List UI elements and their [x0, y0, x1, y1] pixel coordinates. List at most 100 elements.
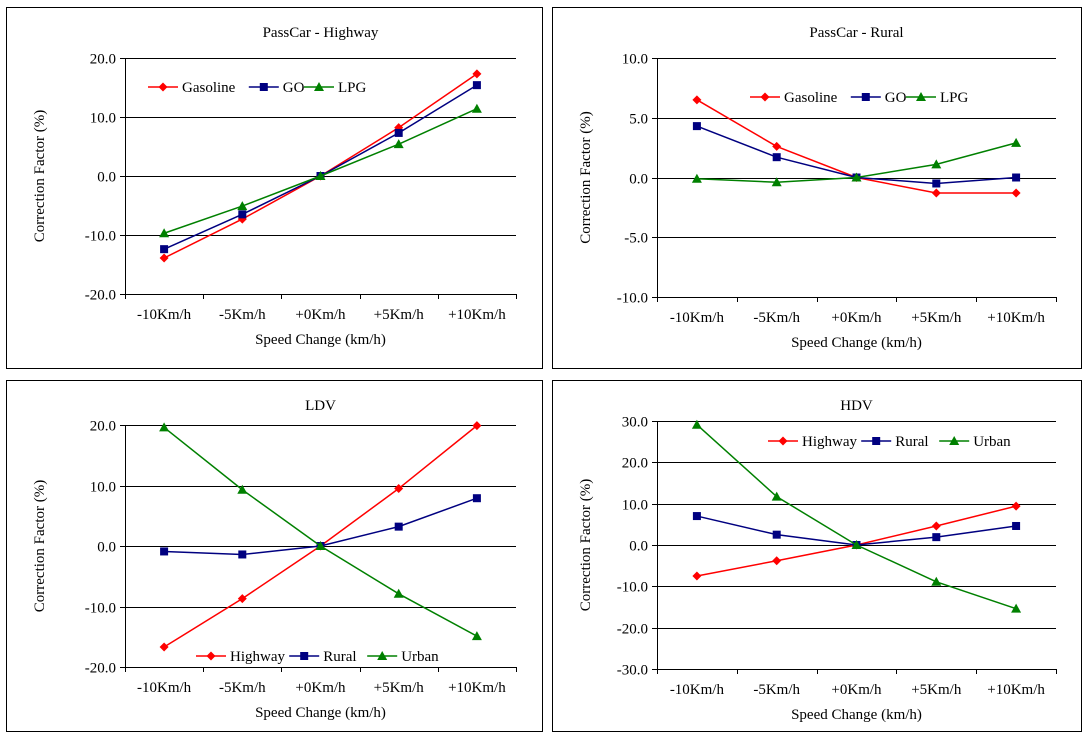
x-tick-label: -5Km/h	[753, 310, 800, 326]
y-axis-label: Correction Factor (%)	[578, 111, 594, 243]
data-point-gasoline	[159, 253, 169, 263]
y-tick-label: -30.0	[617, 663, 648, 679]
y-axis-label: Correction Factor (%)	[32, 110, 48, 242]
chart-title: HDV	[840, 398, 873, 414]
x-tick-label: -10Km/h	[137, 307, 192, 323]
y-tick-label: 10.0	[622, 498, 648, 514]
data-point-highway	[772, 556, 782, 566]
y-tick-label: 5.0	[629, 112, 648, 128]
legend-marker	[206, 651, 216, 661]
data-point-lpg	[159, 228, 170, 238]
legend-label: Urban	[401, 649, 439, 665]
data-point-lpg	[393, 139, 404, 149]
y-tick-label: 30.0	[622, 415, 648, 431]
x-tick-label: +5Km/h	[374, 680, 425, 696]
legend-marker	[872, 437, 881, 445]
legend-marker	[314, 82, 324, 91]
x-tick-label: -10Km/h	[137, 680, 192, 696]
data-point-rural	[472, 494, 481, 503]
y-tick-label: 0.0	[97, 170, 116, 186]
x-tick-label: +10Km/h	[987, 310, 1045, 326]
data-point-gasoline	[772, 141, 782, 151]
data-point-go	[772, 153, 781, 162]
legend-label: Gasoline	[784, 90, 838, 106]
data-point-go	[1012, 173, 1021, 182]
y-tick-label: -10.0	[85, 601, 116, 617]
x-tick-label: -5Km/h	[219, 307, 266, 323]
legend-label: LPG	[940, 90, 969, 106]
data-point-rural	[160, 547, 169, 556]
data-point-urban	[691, 419, 702, 429]
y-tick-label: -10.0	[85, 229, 116, 245]
legend-marker	[300, 652, 309, 660]
data-point-highway	[472, 421, 482, 431]
data-point-go	[394, 128, 403, 137]
y-tick-label: 20.0	[90, 52, 116, 68]
data-point-rural	[394, 522, 403, 531]
legend-marker	[949, 436, 960, 445]
x-tick-label: +5Km/h	[911, 310, 962, 326]
legend-label: Highway	[802, 434, 857, 450]
legend-marker	[259, 83, 268, 91]
x-tick-label: +0Km/h	[831, 310, 882, 326]
data-point-urban	[237, 484, 248, 494]
legend-label: Gasoline	[182, 80, 236, 96]
x-tick-label: +0Km/h	[295, 680, 346, 696]
x-axis-label: Speed Change (km/h)	[255, 332, 386, 348]
data-point-highway	[159, 642, 169, 652]
data-point-rural	[932, 533, 941, 542]
x-tick-label: +10Km/h	[987, 682, 1045, 698]
chart-panel-1: -20.0 -10.0 0.0 10.0 20.0 -10Km/h -5Km/h +0Km/h…	[6, 7, 543, 369]
chart-frame	[552, 7, 1082, 369]
y-axis-label: Correction Factor (%)	[32, 480, 48, 612]
x-tick-label: -5Km/h	[753, 682, 800, 698]
x-tick-label: -10Km/h	[670, 310, 725, 326]
data-point-lpg	[1011, 137, 1022, 147]
y-tick-label: 20.0	[90, 419, 116, 435]
y-tick-label: 20.0	[622, 456, 648, 472]
legend-marker	[158, 82, 168, 92]
y-tick-label: 10.0	[90, 480, 116, 496]
data-point-gasoline	[472, 69, 482, 79]
data-point-rural	[238, 550, 247, 559]
data-point-highway	[394, 484, 404, 494]
chart-panel-3: -20.0 -10.0 0.0 10.0 20.0 -10Km/h -5Km/h +0Km/h…	[6, 380, 543, 732]
x-tick-label: +0Km/h	[831, 682, 882, 698]
y-axis-label: Correction Factor (%)	[578, 479, 594, 611]
data-point-urban	[471, 631, 482, 641]
y-tick-label: 10.0	[90, 111, 116, 127]
x-tick-label: +10Km/h	[448, 307, 506, 323]
data-point-go	[472, 81, 481, 90]
data-point-highway	[692, 571, 702, 581]
data-point-rural	[772, 530, 781, 539]
x-tick-label: -10Km/h	[670, 682, 725, 698]
x-tick-label: +10Km/h	[448, 680, 506, 696]
chart-frame	[6, 380, 543, 732]
y-tick-label: -20.0	[85, 288, 116, 304]
y-tick-label: 0.0	[97, 540, 116, 556]
legend-marker	[760, 92, 770, 102]
data-point-gasoline	[692, 95, 702, 105]
legend-label: GO	[885, 90, 907, 106]
data-point-urban	[931, 576, 942, 586]
data-point-lpg	[691, 173, 702, 183]
y-tick-label: -10.0	[617, 291, 648, 307]
legend-marker	[916, 92, 926, 101]
data-point-go	[932, 179, 941, 188]
data-point-lpg	[315, 171, 326, 180]
y-tick-label: -10.0	[617, 580, 648, 596]
data-point-urban	[159, 422, 170, 432]
chart-title: PassCar - Highway	[263, 25, 379, 41]
chart-panel-2: -10.0 -5.0 0.0 5.0 10.0 -10Km/h -5Km/h +0Km/h +5…	[552, 7, 1082, 369]
legend-label: GO	[283, 80, 305, 96]
y-tick-label: -20.0	[85, 661, 116, 677]
y-tick-label: 0.0	[629, 539, 648, 555]
data-point-go	[692, 122, 701, 131]
chart-title: LDV	[305, 398, 336, 414]
data-point-highway	[1011, 501, 1021, 511]
data-point-gasoline	[1011, 188, 1021, 198]
data-point-lpg	[771, 177, 782, 187]
legend-label: Highway	[230, 649, 285, 665]
legend-label: Rural	[895, 434, 928, 450]
